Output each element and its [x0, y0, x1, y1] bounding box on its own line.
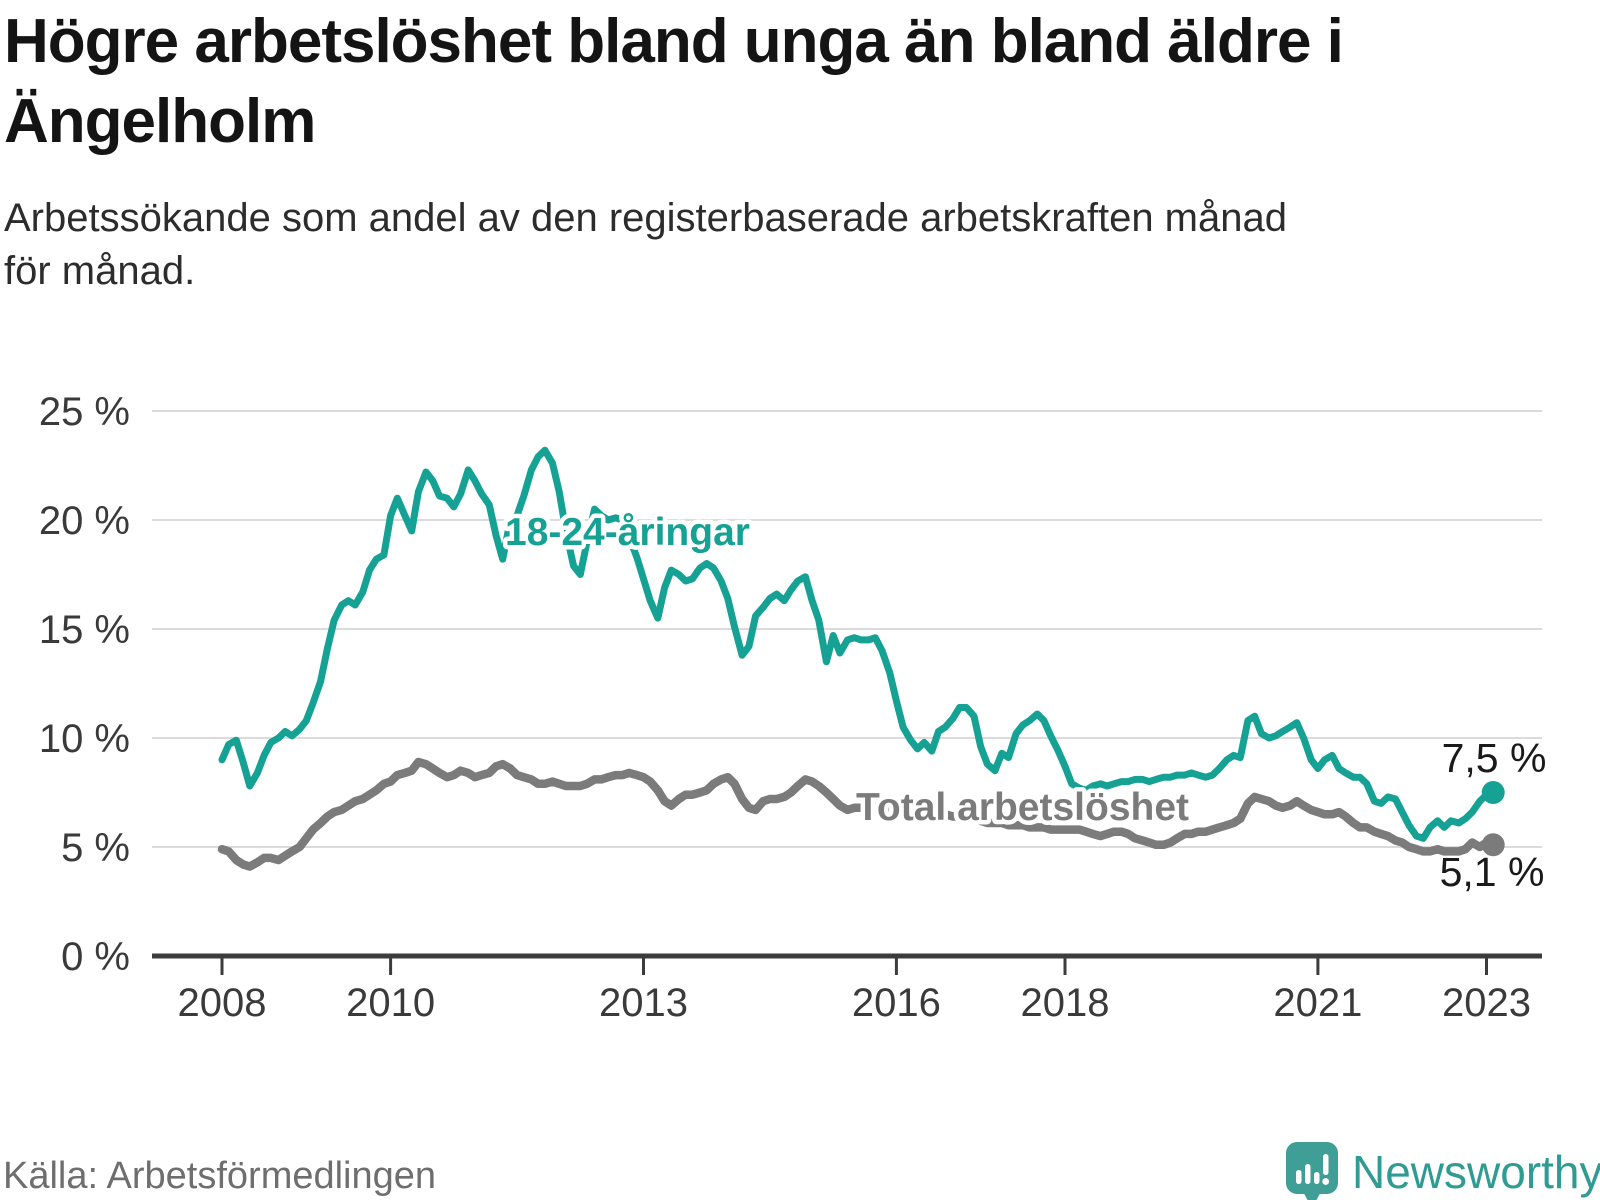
- x-tick-label: 2018: [1021, 981, 1110, 1025]
- newsworthy-logo: Newsworthy: [1286, 1142, 1600, 1200]
- page-title: Högre arbetslöshet bland unga än bland ä…: [4, 7, 1344, 156]
- series-label-1: Total arbetslöshet: [856, 786, 1189, 829]
- y-tick-label: 15 %: [39, 608, 130, 652]
- y-axis-labels: 0 % 5 % 10 % 15 % 20 % 25 %: [39, 390, 130, 979]
- y-tick-label: 0 %: [61, 935, 130, 979]
- x-tick-label: 2016: [852, 981, 941, 1025]
- chart-header: Högre arbetslöshet bland unga än bland ä…: [4, 2, 1574, 298]
- y-tick-label: 10 %: [39, 717, 130, 761]
- series-line-1: [217, 757, 1498, 871]
- series-label-0: 18-24-åringar: [505, 511, 750, 554]
- data-series: [217, 446, 1505, 871]
- gridlines: [152, 410, 1542, 848]
- x-tick-label: 2008: [178, 981, 267, 1025]
- newsworthy-pin-icon: [1286, 1142, 1338, 1200]
- x-tick-label: 2010: [346, 981, 435, 1025]
- end-value-annotation-0: 7,5 %: [1442, 735, 1547, 781]
- series-end-dot-1: [1481, 833, 1505, 857]
- y-tick-label: 25 %: [39, 390, 130, 434]
- annotations: 18-24-åringar Total arbetslöshet 7,5 % 5,1 …: [501, 507, 1547, 896]
- x-axis: 2008 2010 2013 2016 2018 2021 2023: [152, 953, 1542, 1025]
- end-value-annotation-1: 5,1 %: [1440, 849, 1545, 895]
- y-tick-label: 5 %: [61, 826, 130, 870]
- y-tick-label: 20 %: [39, 499, 130, 543]
- page-subtitle: Arbetssökande som andel av den registerb…: [4, 196, 1287, 293]
- x-tick-label: 2013: [599, 981, 688, 1025]
- newsworthy-wordmark: Newsworthy: [1352, 1146, 1600, 1198]
- source-note: Källa: Arbetsförmedlingen: [3, 1155, 437, 1197]
- x-tick-label: 2023: [1442, 981, 1531, 1025]
- series-line-0: [218, 446, 1497, 842]
- series-end-dot-0: [1481, 781, 1505, 804]
- x-tick-label: 2021: [1273, 981, 1362, 1025]
